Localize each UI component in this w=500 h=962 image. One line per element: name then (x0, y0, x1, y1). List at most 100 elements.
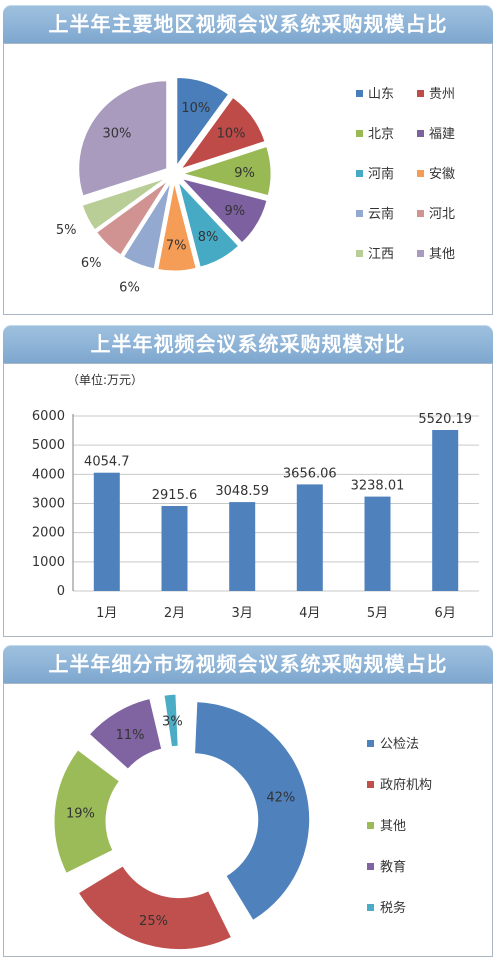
pie-slice-group: 7% (157, 182, 197, 272)
doughnut-slice (53, 749, 121, 875)
pie-data-label: 8% (198, 230, 219, 245)
pie-data-label: 10% (181, 101, 210, 116)
y-tick-label: 1000 (32, 555, 65, 570)
doughnut-slice-group: 42% (194, 701, 311, 922)
bar (229, 502, 256, 591)
bar-value-label: 2915.6 (152, 488, 198, 503)
legend-swatch (356, 250, 363, 257)
x-tick-label: 3月 (232, 606, 253, 621)
pie-slice-group: 9% (181, 145, 272, 197)
pie-slice-group: 30% (78, 80, 168, 197)
pie-slice (181, 145, 272, 197)
pie-slice (78, 80, 168, 197)
legend-swatch (417, 130, 424, 137)
legend-swatch (367, 781, 374, 788)
pie-slice (177, 181, 240, 268)
x-tick-label: 4月 (299, 606, 320, 621)
pie-slice (81, 177, 167, 231)
legend-label: 贵州 (429, 87, 455, 102)
region-chart-header: 上半年主要地区视频会议系统采购规模占比 (3, 5, 493, 43)
legend-label: 税务 (380, 900, 406, 916)
bar (432, 430, 459, 591)
legend-swatch (367, 904, 374, 911)
pie-data-label: 10% (217, 127, 246, 142)
bar (296, 484, 323, 591)
doughnut-slice (194, 701, 311, 922)
x-tick-label: 2月 (164, 606, 185, 621)
bar (93, 472, 120, 591)
legend-swatch (367, 740, 374, 747)
region-chart-title: 上半年主要地区视频会议系统采购规模占比 (48, 12, 448, 36)
doughnut-data-label: 42% (266, 791, 295, 806)
legend-label: 江西 (368, 247, 394, 262)
legend-swatch (417, 170, 424, 177)
pie-data-label: 5% (56, 223, 77, 238)
legend-label: 福建 (429, 127, 455, 142)
doughnut-slice-group: 11% (88, 697, 163, 770)
doughnut-slice (163, 693, 179, 748)
region-chart-panel: 10% 10% 9% 9% 8% 7% 6% 6% 5% 30% 山东 贵州 北京 福建 河南 安徽 云南 河北江… (3, 43, 493, 315)
legend-label: 政府机构 (380, 778, 432, 793)
y-tick-label: 3000 (32, 497, 65, 512)
doughnut-data-label: 11% (116, 728, 145, 743)
y-tick-label: 6000 (32, 409, 65, 424)
bar (364, 496, 391, 591)
y-tick-label: 5000 (32, 438, 65, 453)
pie-slice (122, 182, 172, 270)
bar-value-label: 5520.19 (418, 412, 472, 427)
doughnut-slice-group: 19% (53, 749, 121, 875)
pie-slice (179, 96, 266, 170)
bar-value-label: 3048.59 (215, 484, 269, 499)
pie-slice-group: 8% (177, 181, 240, 268)
monthly-chart-panel: （单位:万元） 0 1000 2000 3000 4000 5000 6000 4054.7 1月… (3, 363, 493, 637)
legend-swatch (356, 90, 363, 97)
segment-chart-title: 上半年细分市场视频会议系统采购规模占比 (48, 652, 448, 676)
pie-slice-group: 5% (56, 177, 167, 238)
pie-data-label: 7% (166, 239, 187, 254)
pie-slice (176, 76, 230, 167)
x-tick-label: 1月 (96, 606, 117, 621)
bar-value-label: 3238.01 (351, 479, 405, 494)
pie-slice (180, 177, 268, 244)
segment-chart-panel: 42% 25% 19% 11% 3% 公检法 政府机构 其他 教育 税务 (3, 683, 493, 957)
legend-swatch (356, 130, 363, 137)
pie-slice-group: 6% (119, 182, 172, 295)
pie-slice-group: 9% (180, 177, 268, 244)
legend-label: 教育 (380, 859, 406, 875)
legend-label: 公检法 (380, 737, 419, 752)
legend-label: 云南 (368, 206, 394, 222)
legend-label: 北京 (368, 127, 394, 142)
legend-swatch (367, 822, 374, 829)
pie-data-label: 6% (119, 280, 140, 295)
pie-slice (157, 182, 197, 272)
pie-slice-group: 10% (179, 96, 266, 170)
legend-swatch (417, 210, 424, 217)
segment-chart-header: 上半年细分市场视频会议系统采购规模占比 (3, 645, 493, 683)
pie-slice-group: 6% (81, 180, 169, 271)
pie-slice-group: 10% (176, 76, 230, 167)
legend-label: 山东 (368, 87, 394, 102)
legend-label: 河南 (368, 166, 394, 182)
pie-data-label: 9% (224, 204, 245, 219)
legend-swatch (417, 250, 424, 257)
legend-label: 安徽 (429, 167, 455, 182)
monthly-chart-title: 上半年视频会议系统采购规模对比 (90, 332, 406, 356)
legend-label: 其他 (429, 247, 455, 262)
monthly-chart-header: 上半年视频会议系统采购规模对比 (3, 325, 493, 363)
legend-swatch (417, 90, 424, 97)
legend-swatch (367, 863, 374, 870)
pie-data-label: 9% (234, 166, 255, 181)
pie-data-label: 6% (81, 256, 102, 271)
legend-swatch (356, 170, 363, 177)
unit-label: （单位:万元） (67, 372, 143, 387)
y-tick-label: 4000 (32, 467, 65, 482)
bar-value-label: 4054.7 (84, 455, 130, 470)
x-tick-label: 5月 (367, 606, 388, 621)
doughnut-data-label: 25% (139, 914, 168, 929)
doughnut-data-label: 19% (66, 806, 95, 821)
doughnut-slice-group: 25% (77, 865, 233, 951)
doughnut-slice-group: 3% (162, 693, 183, 748)
doughnut-slice (77, 865, 233, 951)
